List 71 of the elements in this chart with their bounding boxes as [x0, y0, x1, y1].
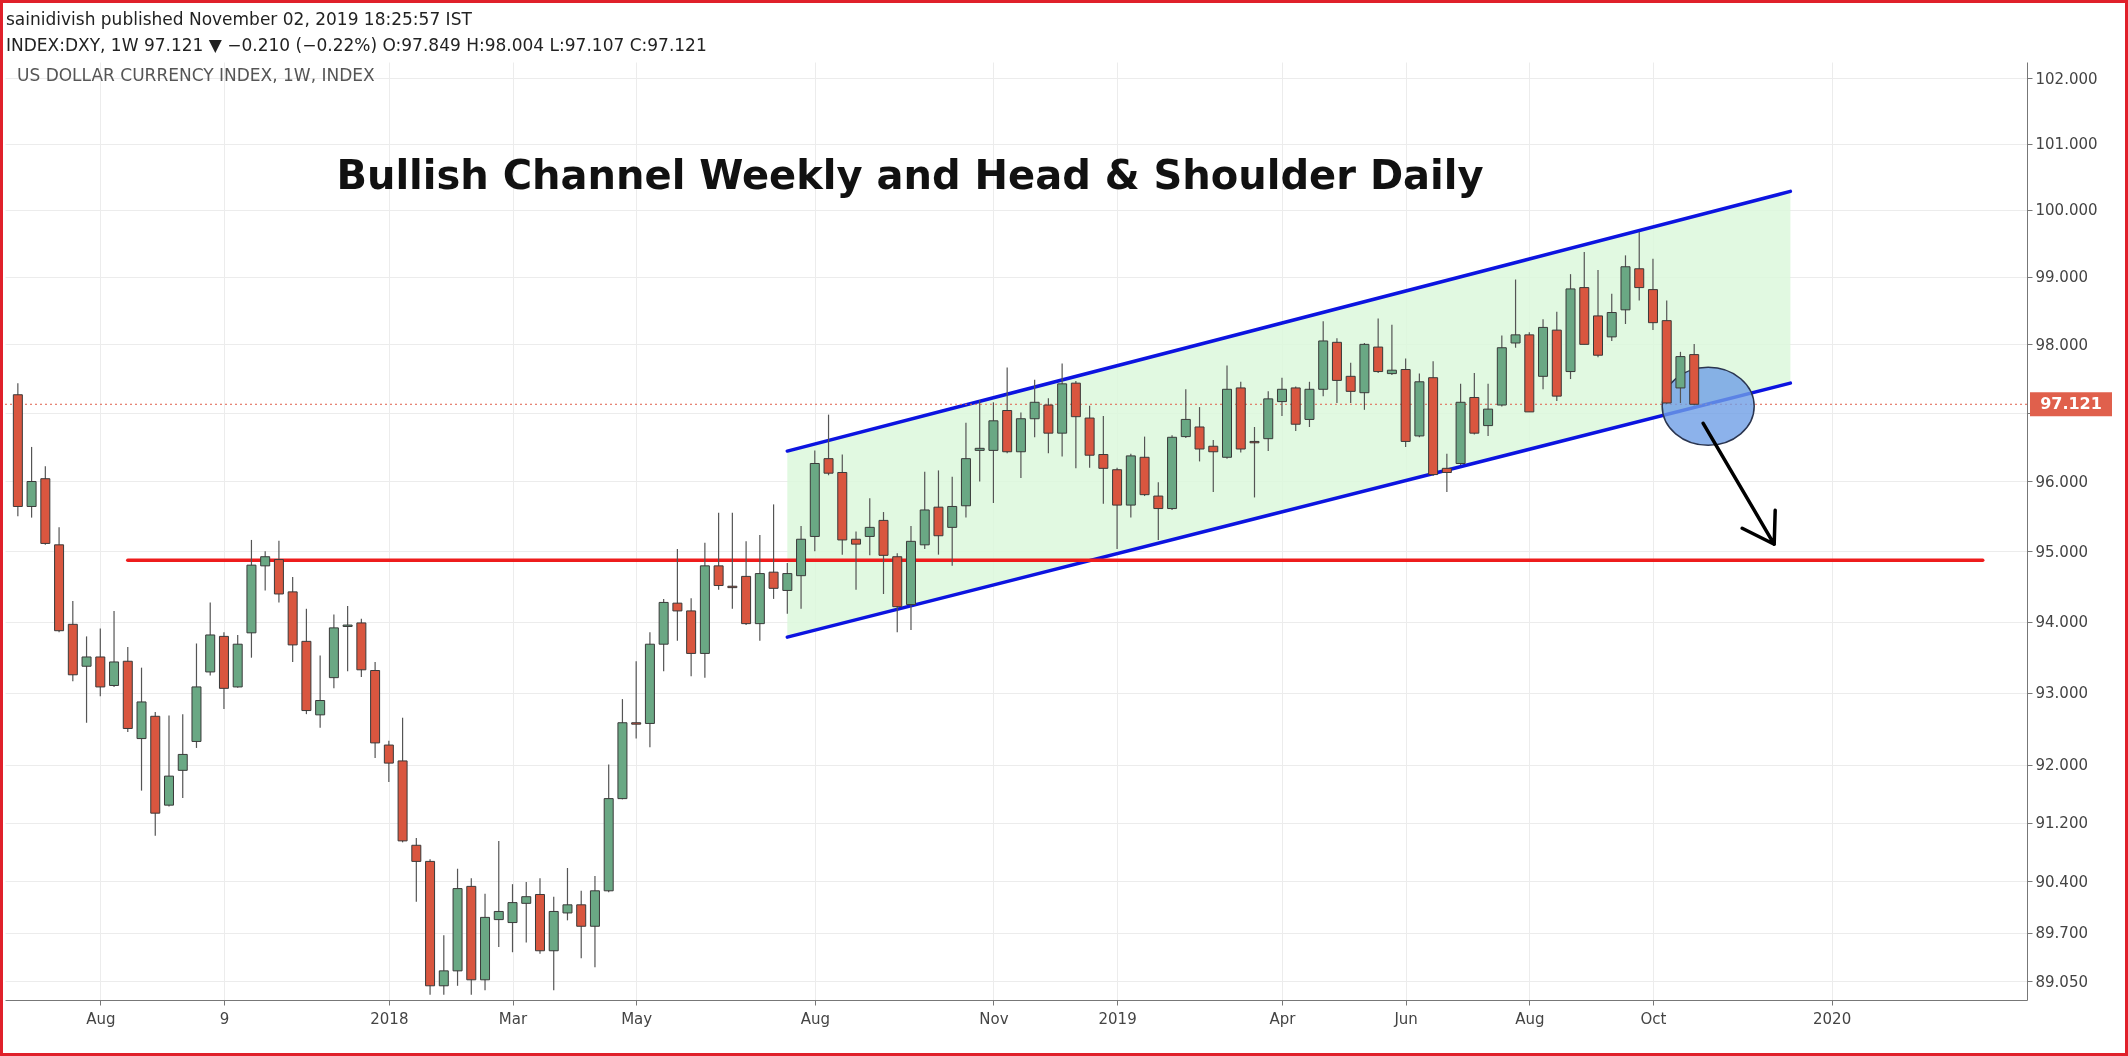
x-tick-label: 2018	[370, 1009, 409, 1028]
x-tick-label: Oct	[1640, 1009, 1667, 1028]
candlestick	[768, 503, 779, 600]
candlestick	[727, 512, 738, 610]
x-tick-label: 2019	[1098, 1009, 1137, 1028]
ref-line-label: 97.121	[2040, 394, 2102, 414]
text: INDEX:DXY, 1W 97.121 ▼ −0.210 (−0.22%) O:97.849 H:98.004 L:97.107 C:97.121	[6, 34, 707, 57]
y-tick-label: 90.400	[2035, 872, 2088, 891]
y-tick-label: 89.700	[2035, 924, 2088, 943]
candlestick	[1153, 481, 1164, 541]
candlestick	[1249, 426, 1260, 499]
candlestick	[109, 610, 120, 688]
candlestick	[672, 548, 683, 642]
candlestick	[782, 562, 793, 615]
candlestick	[1386, 324, 1397, 376]
x-tick-label: Aug	[1515, 1009, 1545, 1028]
candlestick	[315, 654, 326, 729]
candlestick	[438, 934, 449, 996]
candlestick	[260, 550, 271, 592]
candlestick	[713, 512, 724, 591]
y-tick-label: 99.000	[2035, 268, 2088, 287]
candlestick	[1029, 379, 1040, 438]
x-tick-label: May	[621, 1009, 653, 1028]
candlestick	[1483, 383, 1494, 437]
x-tick-label: 9	[219, 1009, 230, 1028]
candlestick	[1194, 406, 1205, 463]
y-tick-label: 91.200	[2035, 814, 2088, 833]
candlestick	[177, 713, 188, 799]
y-tick-label: 102.000	[2035, 69, 2098, 88]
candlestick	[631, 660, 642, 740]
candlestick	[974, 399, 985, 483]
candlestick	[1345, 362, 1356, 404]
y-tick-label: 95.000	[2035, 542, 2088, 561]
x-tick-label: Mar	[498, 1009, 528, 1028]
y-tick-label: 98.000	[2035, 335, 2088, 354]
y-tick-label: 100.000	[2035, 201, 2098, 220]
y-tick-label: 96.000	[2035, 472, 2088, 491]
text: sainidivish published November 02, 2019 18:25:57 IST	[6, 8, 473, 31]
x-tick-label: Jun	[1393, 1009, 1418, 1028]
text: Bullish Channel Weekly and Head & Shoulder Daily	[336, 152, 1484, 198]
candlestick	[493, 840, 504, 948]
y-tick-label: 89.050	[2035, 972, 2088, 991]
chart-subtitle: US DOLLAR CURRENCY INDEX, 1W, INDEX	[17, 65, 376, 85]
candlestick	[823, 414, 834, 476]
candlestick	[947, 476, 958, 567]
y-tick-label: 94.000	[2035, 613, 2088, 632]
y-tick-label: 92.000	[2035, 756, 2088, 775]
candlestick	[1208, 439, 1219, 493]
candlestick	[1441, 453, 1452, 493]
candlestick	[562, 867, 573, 921]
candlestick	[1098, 415, 1109, 505]
candlestick	[507, 883, 518, 953]
candlestick	[864, 497, 875, 556]
x-tick-label: 2020	[1813, 1009, 1852, 1028]
candlestick	[383, 740, 394, 783]
candlestick	[411, 837, 422, 903]
x-tick-label: Aug	[86, 1009, 116, 1028]
candlestick	[1510, 278, 1521, 349]
candlestick	[1180, 388, 1191, 439]
y-tick-label: 101.000	[2035, 135, 2098, 154]
candlestick	[81, 635, 92, 724]
y-tick-label: 93.000	[2035, 684, 2088, 703]
candlestick	[1276, 377, 1287, 417]
x-tick-label: Apr	[1269, 1009, 1297, 1028]
candlestick	[342, 605, 353, 672]
candlestick	[576, 890, 587, 959]
x-tick-label: Nov	[979, 1009, 1009, 1028]
candlestick	[851, 530, 862, 591]
candlestick	[1634, 231, 1645, 301]
candlestick	[521, 881, 532, 944]
x-tick-label: Aug	[800, 1009, 830, 1028]
